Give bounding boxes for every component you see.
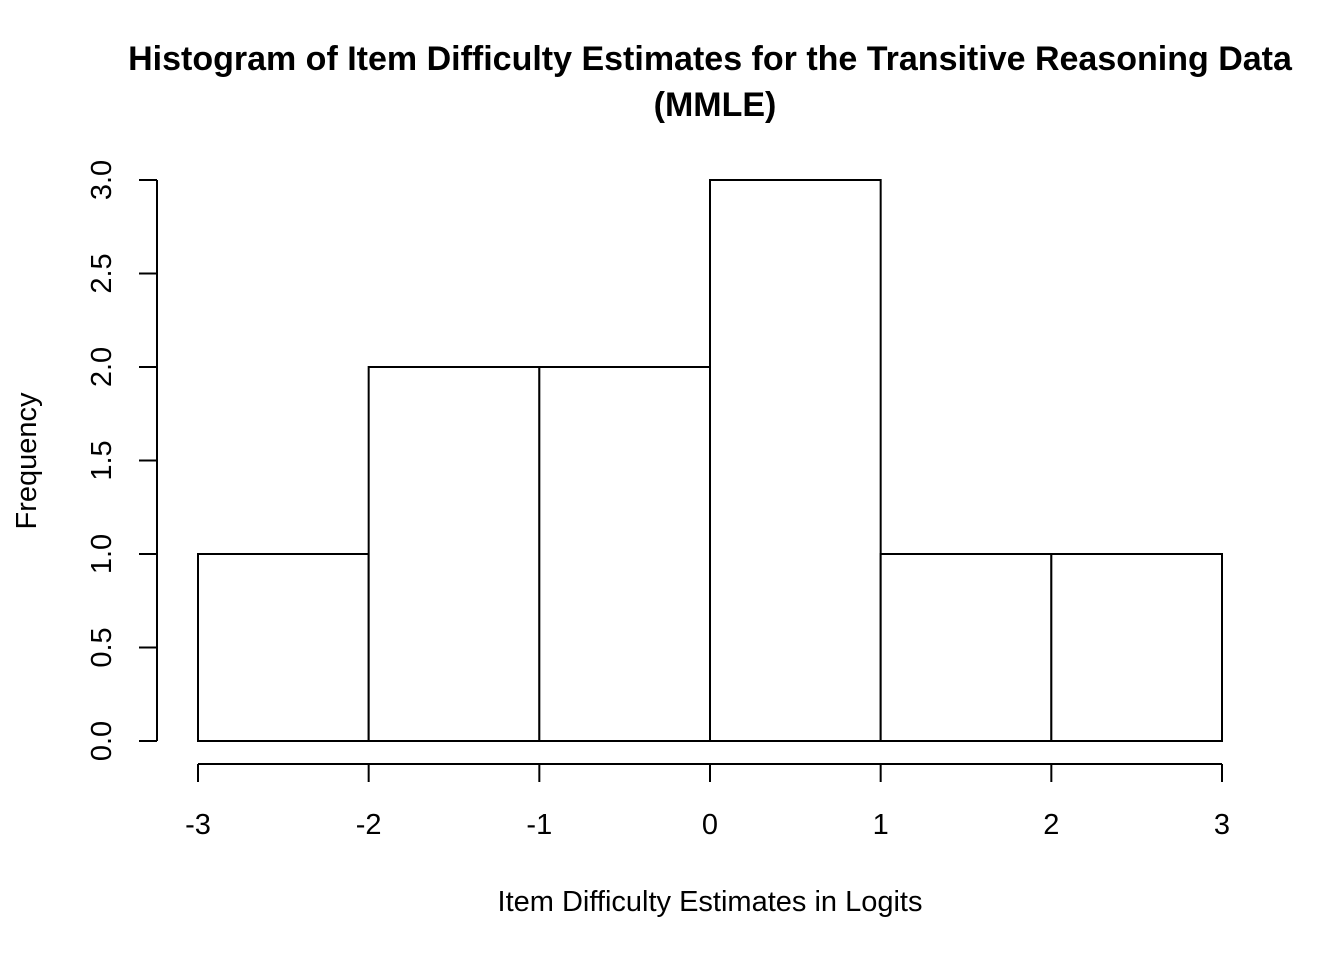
histogram-bar	[538, 366, 711, 742]
x-tick-label: 3	[1214, 809, 1230, 841]
y-axis-label: Frequency	[11, 392, 43, 530]
histogram-bar	[1050, 553, 1224, 742]
x-tick-label: -1	[526, 809, 552, 841]
histogram-bar	[367, 366, 541, 742]
histogram-bar	[197, 553, 370, 742]
y-axis: 0.0 0.5 1.0 1.5 2.0 2.5 3.0	[86, 160, 158, 761]
y-tick-label: 0.0	[86, 721, 118, 761]
x-tick-label: 0	[702, 809, 718, 841]
y-tick-label: 1.5	[86, 440, 118, 480]
y-tick-label: 1.0	[86, 534, 118, 574]
y-tick-label: 3.0	[86, 160, 118, 200]
chart-title-line2: (MMLE)	[654, 86, 777, 124]
x-tick-label: 1	[873, 809, 889, 841]
histogram-bar	[709, 179, 882, 742]
x-tick-label: -2	[356, 809, 382, 841]
y-tick-label: 2.0	[86, 347, 118, 387]
x-axis: -3 -2 -1 0 1 2 3	[185, 763, 1230, 841]
x-axis-label: Item Difficulty Estimates in Logits	[498, 886, 923, 918]
histogram-bar	[879, 553, 1053, 742]
x-tick-label: -3	[185, 809, 211, 841]
y-tick-label: 2.5	[86, 253, 118, 293]
x-tick-label: 2	[1043, 809, 1059, 841]
chart-title-line1: Histogram of Item Difficulty Estimates f…	[128, 40, 1293, 78]
bars-group	[197, 179, 1224, 742]
y-tick-label: 0.5	[86, 627, 118, 667]
